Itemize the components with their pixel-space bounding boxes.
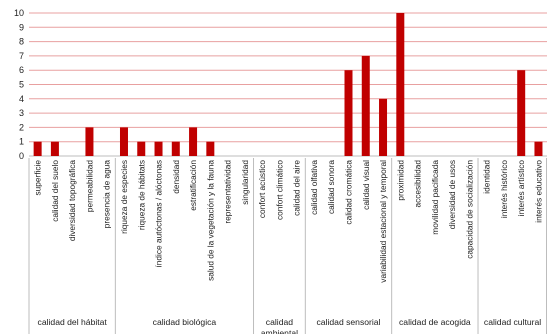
x-tick-label: singularidad (240, 160, 250, 205)
x-tick-label: calidad sonora (326, 160, 336, 214)
x-tick-label: riqueza de hábitats (136, 160, 146, 230)
x-tick-label: identidad (482, 160, 492, 194)
bar (171, 141, 180, 156)
x-tick-label: representatividad (223, 160, 233, 224)
x-tick-label: calidad del aire (292, 160, 302, 216)
group-label: calidad de acogida (399, 317, 471, 327)
x-tick-label: confort climático (274, 160, 284, 220)
x-tick-label: capacidad de socialización (464, 160, 474, 259)
x-tick-label: movilidad pacificada (430, 160, 440, 235)
group-label: calidad biológica (153, 317, 217, 327)
y-axis: 0 1 2 3 4 5 6 7 8 9 10 (14, 8, 24, 161)
y-tick-label: 10 (14, 8, 24, 18)
x-tick-label: estratificación (188, 160, 198, 211)
x-tick-label: permeabilidad (84, 160, 94, 213)
x-tick-label: interés artístico (516, 160, 526, 217)
y-tick-label: 2 (19, 122, 24, 132)
bar (517, 70, 526, 156)
x-tick-label: interés histórico (499, 160, 509, 218)
y-tick-label: 4 (19, 94, 24, 104)
bar (33, 141, 42, 156)
bar (119, 127, 128, 156)
y-tick-label: 8 (19, 37, 24, 47)
x-tick-label: calidad del suelo (50, 160, 60, 222)
x-axis-labels: superficie calidad del suelo diversidad to… (33, 160, 544, 283)
group-label: calidad del hábitat (38, 317, 108, 327)
group-label: calidad ambiental (261, 317, 298, 334)
y-tick-label: 3 (19, 108, 24, 118)
x-tick-label: densidad (171, 160, 181, 194)
bar (396, 13, 405, 156)
bar (137, 141, 146, 156)
y-tick-label: 5 (19, 80, 24, 90)
bar (189, 127, 198, 156)
y-tick-label: 0 (19, 151, 24, 161)
x-tick-label: confort acústico (257, 160, 267, 218)
x-tick-label: calidad visual (361, 160, 371, 210)
y-tick-label: 9 (19, 22, 24, 32)
group-label: calidad sensorial (316, 317, 380, 327)
gridlines (29, 12, 547, 157)
bar (85, 127, 94, 156)
x-tick-label: riqueza de especies (119, 160, 129, 234)
x-tick-label: interés educativo (533, 160, 543, 223)
bar (379, 98, 388, 156)
x-tick-label: calidad olfativa (309, 160, 319, 215)
bars (33, 13, 543, 156)
x-tick-label: índice autóctonas / alóctonas (154, 160, 164, 267)
x-tick-label: calidad cromática (343, 160, 353, 225)
x-tick-label: variabilidad estacional y temporal (378, 160, 388, 283)
bar (361, 55, 370, 156)
y-tick-label: 1 (19, 137, 24, 147)
x-tick-label: presencia de agua (102, 160, 112, 229)
x-tick-label: diversidad topográfica (67, 160, 77, 242)
bar (50, 141, 59, 156)
y-tick-label: 6 (19, 65, 24, 75)
group-label: calidad cultural (484, 317, 541, 327)
x-tick-label: diversidad de usos (447, 160, 457, 229)
bar (344, 70, 353, 156)
y-tick-label: 7 (19, 51, 24, 61)
x-tick-label: salud de la vegetación y la fauna (205, 160, 215, 281)
x-tick-label: superficie (33, 160, 43, 196)
x-tick-label: accesibilidad (413, 160, 423, 208)
x-tick-label: proximidad (395, 160, 405, 201)
bar (206, 141, 215, 156)
bar (154, 141, 163, 156)
bar (534, 141, 543, 156)
